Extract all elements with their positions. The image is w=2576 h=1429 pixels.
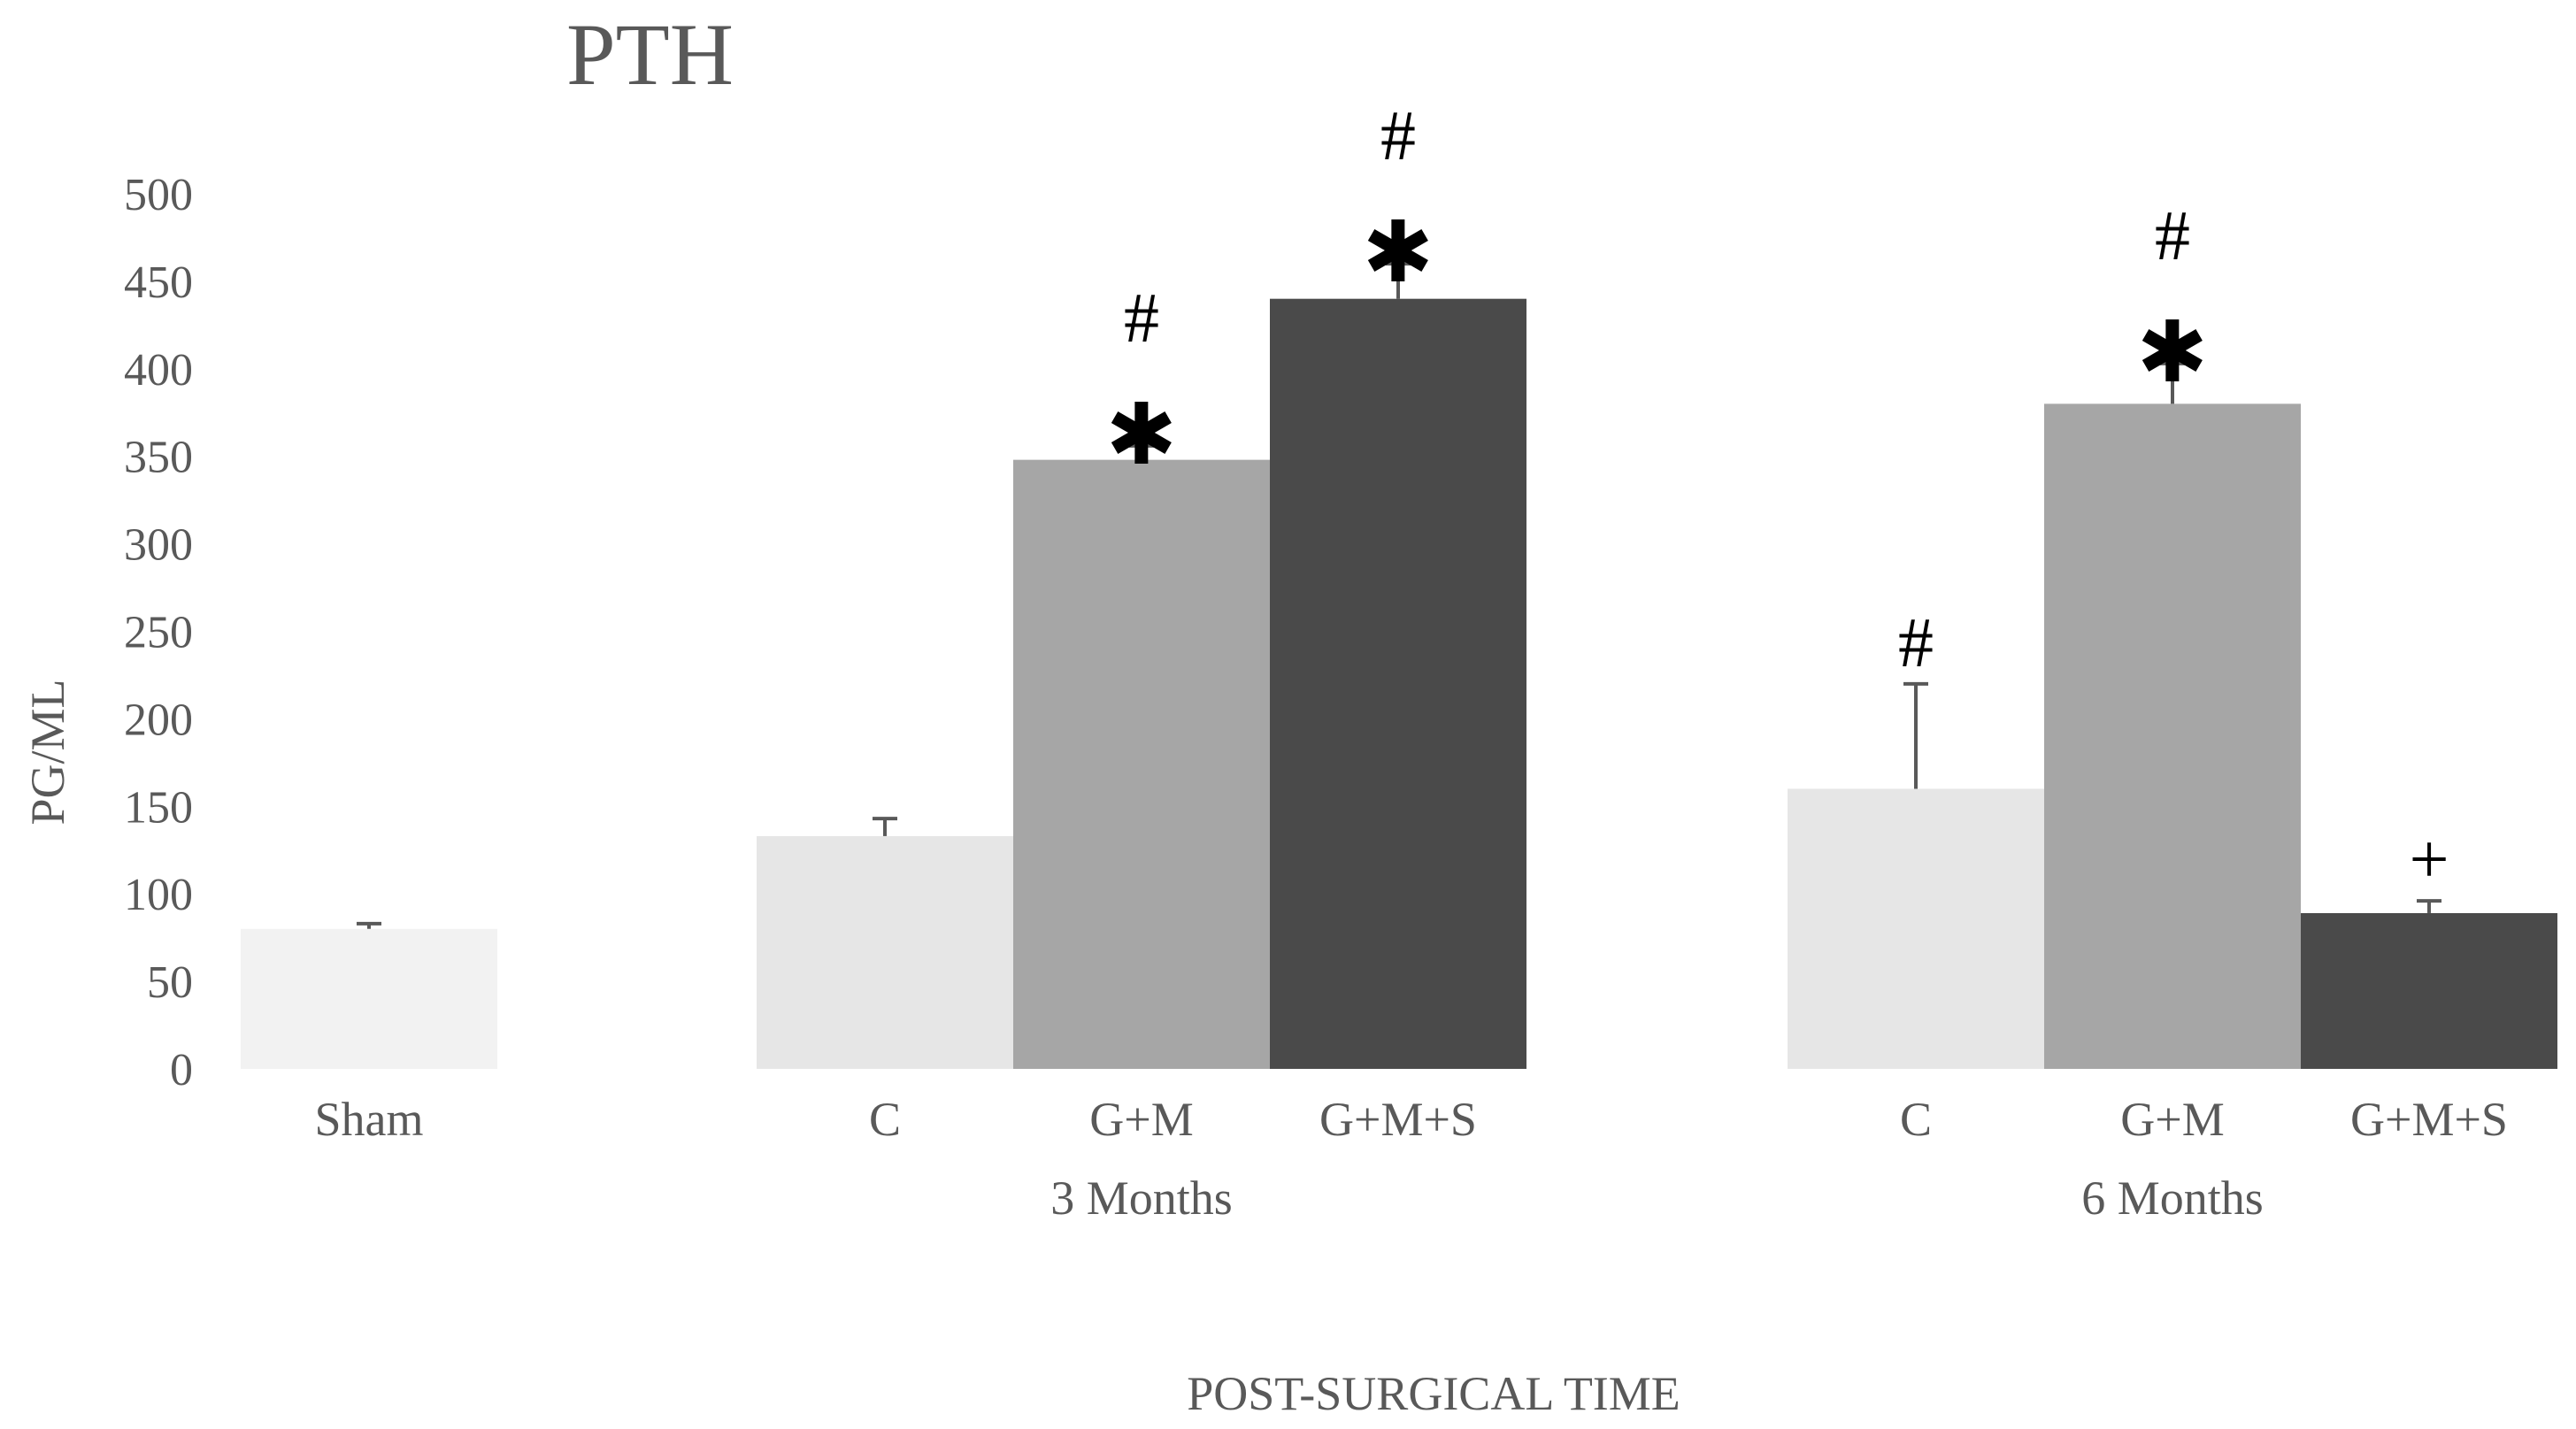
bar (2044, 403, 2301, 1069)
error-bars (357, 262, 2441, 929)
category-label: G+M+S (2350, 1093, 2508, 1146)
group-label: 6 Months (2081, 1172, 2264, 1225)
group-label: 3 Months (1050, 1172, 1233, 1225)
y-tick-label: 0 (170, 1045, 193, 1095)
category-label: G+M (1089, 1093, 1193, 1146)
category-label: Sham (314, 1093, 423, 1146)
significance-mark: # (1124, 280, 1159, 357)
bar (241, 928, 497, 1069)
significance-mark: ✱ (1106, 385, 1177, 484)
category-label: G+M (2120, 1093, 2224, 1146)
significance-mark: # (2155, 197, 2190, 275)
y-tick-label: 450 (124, 257, 193, 308)
y-tick-label: 200 (124, 695, 193, 745)
significance-mark: # (1898, 604, 1934, 682)
category-label: C (869, 1093, 901, 1146)
y-tick-label: 400 (124, 345, 193, 396)
x-axis-label: POST-SURGICAL TIME (1187, 1367, 1680, 1420)
y-tick-label: 250 (124, 608, 193, 658)
y-tick-label: 100 (124, 870, 193, 920)
y-axis-label: PG/ML (21, 679, 74, 825)
bar (1788, 788, 2044, 1069)
significance-mark: ✱ (1363, 203, 1434, 302)
bar (2301, 912, 2557, 1069)
y-tick-label: 300 (124, 520, 193, 571)
significance-mark: + (2409, 821, 2449, 899)
category-label: C (1900, 1093, 1932, 1146)
significance-mark: ✱ (2137, 303, 2208, 402)
y-tick-label: 150 (124, 782, 193, 833)
y-tick-label: 350 (124, 433, 193, 483)
category-labels: Sham C G+M G+M+S C G+M G+M+S (314, 1093, 2507, 1146)
bar (1270, 298, 1526, 1069)
chart-title: PTH (566, 5, 734, 104)
category-label: G+M+S (1319, 1093, 1477, 1146)
y-tick-label: 500 (124, 170, 193, 220)
bar-series (241, 298, 2557, 1069)
y-axis-ticks: 0 50 100 150 200 250 300 350 400 450 500 (124, 170, 193, 1095)
significance-mark: # (1380, 97, 1416, 175)
significance-marks: # ✱ # ✱ # # ✱ + (1106, 97, 2449, 899)
y-tick-label: 50 (147, 957, 193, 1008)
bar (757, 835, 1013, 1069)
group-labels: 3 Months 6 Months (1050, 1172, 2264, 1225)
bar (1013, 459, 1270, 1069)
